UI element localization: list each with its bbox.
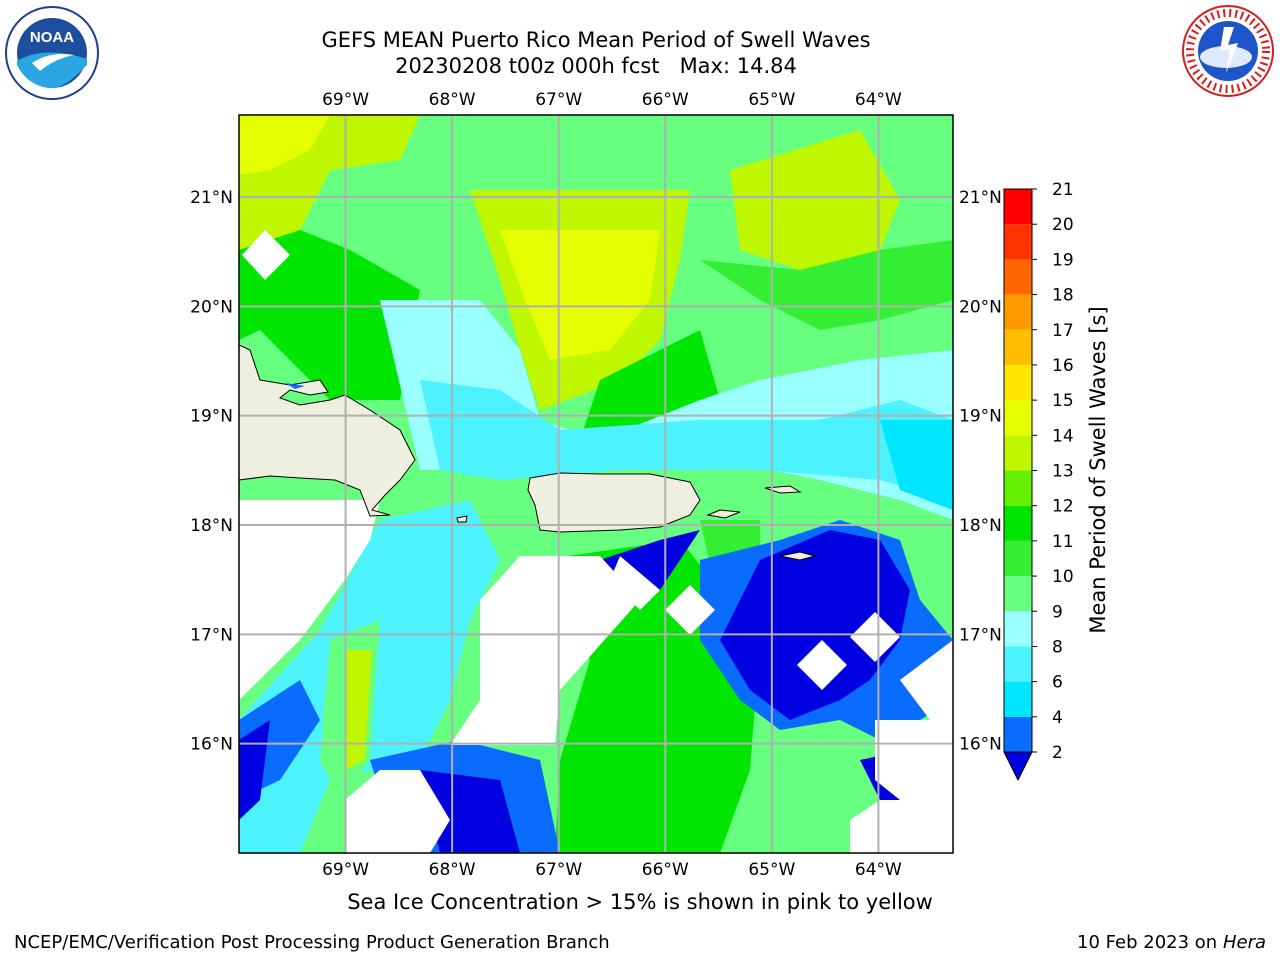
y-tick-label-left: 19°N [190, 407, 233, 427]
y-tick-label-left: 17°N [190, 625, 233, 645]
x-tick-label-top: 64°W [855, 90, 902, 110]
x-tick-label-bottom: 67°W [535, 860, 582, 880]
x-tick-label-bottom: 64°W [855, 860, 902, 880]
colorbar-tick-label: 13 [1052, 462, 1074, 482]
colorbar-segment [1004, 329, 1032, 365]
colorbar-tick-label: 9 [1052, 602, 1063, 622]
footer-credit: NCEP/EMC/Verification Post Processing Pr… [14, 932, 610, 953]
y-tick-label-right: 21°N [959, 188, 1002, 208]
colorbar-segment [1004, 716, 1032, 752]
footer-date-text: 10 Feb 2023 on [1077, 932, 1218, 953]
colorbar-tick-label: 10 [1052, 567, 1074, 587]
y-tick-label-left: 18°N [190, 516, 233, 536]
sea-ice-note: Sea Ice Concentration > 15% is shown in … [347, 890, 933, 914]
x-tick-label-bottom: 68°W [429, 860, 476, 880]
colorbar-segment [1004, 540, 1032, 577]
colorbar-segment [1004, 505, 1032, 541]
y-tick-label-left: 16°N [190, 735, 233, 755]
colorbar-tick-label: 8 [1052, 637, 1063, 657]
x-tick-label-top: 66°W [642, 90, 689, 110]
y-tick-label-left: 20°N [190, 297, 233, 317]
footer-machine: Hera [1222, 932, 1266, 953]
y-tick-label-right: 16°N [959, 735, 1002, 755]
noaa-logo-text: NOAA [30, 29, 74, 46]
swell-period-field [239, 115, 953, 853]
colorbar-segment [1004, 576, 1032, 612]
noaa-logo: NOAA [5, 6, 99, 100]
y-tick-label-right: 18°N [959, 516, 1002, 536]
x-tick-label-bottom: 65°W [748, 860, 795, 880]
colorbar-tick-label: 20 [1052, 215, 1074, 235]
colorbar-tick-label: 12 [1052, 497, 1074, 517]
colorbar-tick-label: 16 [1052, 356, 1074, 376]
x-tick-label-top: 68°W [429, 90, 476, 110]
colorbar-segment [1004, 470, 1032, 506]
colorbar-segment [1004, 611, 1032, 647]
colorbar-segment [1004, 435, 1032, 471]
colorbar-tick-label: 19 [1052, 250, 1074, 270]
colorbar-segment [1004, 646, 1032, 682]
x-tick-label-bottom: 69°W [322, 860, 369, 880]
colorbar-segment [1004, 400, 1032, 436]
colorbar-tick-label: 4 [1052, 708, 1063, 728]
colorbar-segment [1004, 189, 1032, 225]
colorbar-tick-label: 15 [1052, 391, 1074, 411]
plot-frame [238, 114, 954, 854]
colorbar-tick-label: 17 [1052, 321, 1074, 341]
chart-subtitle: 20230208 t00z 000h fcst Max: 14.84 [395, 54, 797, 78]
colorbar-segment [1004, 259, 1032, 295]
y-tick-label-left: 21°N [190, 188, 233, 208]
colorbar-segment [1004, 364, 1032, 401]
chart-title: GEFS MEAN Puerto Rico Mean Period of Swe… [321, 28, 871, 52]
map-gridlines [239, 115, 953, 853]
colorbar-tick-label: 6 [1052, 673, 1063, 693]
colorbar-tick-label: 21 [1052, 180, 1074, 200]
footer-date: 10 Feb 2023 on Hera [1077, 932, 1266, 953]
x-tick-label-top: 67°W [535, 90, 582, 110]
y-tick-label-right: 20°N [959, 297, 1002, 317]
colorbar-segment [1004, 224, 1032, 260]
x-tick-label-top: 65°W [748, 90, 795, 110]
colorbar: 2 4 6 8 9 10 11 12 13 14 15 16 17 18 19 20 21 [1003, 180, 1074, 782]
colorbar-segment [1004, 681, 1032, 717]
y-tick-label-right: 19°N [959, 407, 1002, 427]
x-tick-label-bottom: 66°W [642, 860, 689, 880]
y-tick-label-right: 17°N [959, 625, 1002, 645]
nws-logo [1182, 5, 1274, 97]
colorbar-label: Mean Period of Swell Waves [s] [1086, 306, 1110, 634]
colorbar-extend-min [1003, 751, 1033, 782]
axis-tick-labels: 69°W 69°W 68°W 68°W 67°W 67°W 66°W 66°W 65°W 65°W… [190, 90, 1002, 880]
colorbar-tick-label: 2 [1052, 743, 1063, 763]
colorbar-tick-label: 14 [1052, 426, 1074, 446]
x-tick-label-top: 69°W [322, 90, 369, 110]
colorbar-segment [1004, 294, 1032, 330]
colorbar-tick-label: 18 [1052, 286, 1074, 306]
colorbar-tick-label: 11 [1052, 532, 1074, 552]
